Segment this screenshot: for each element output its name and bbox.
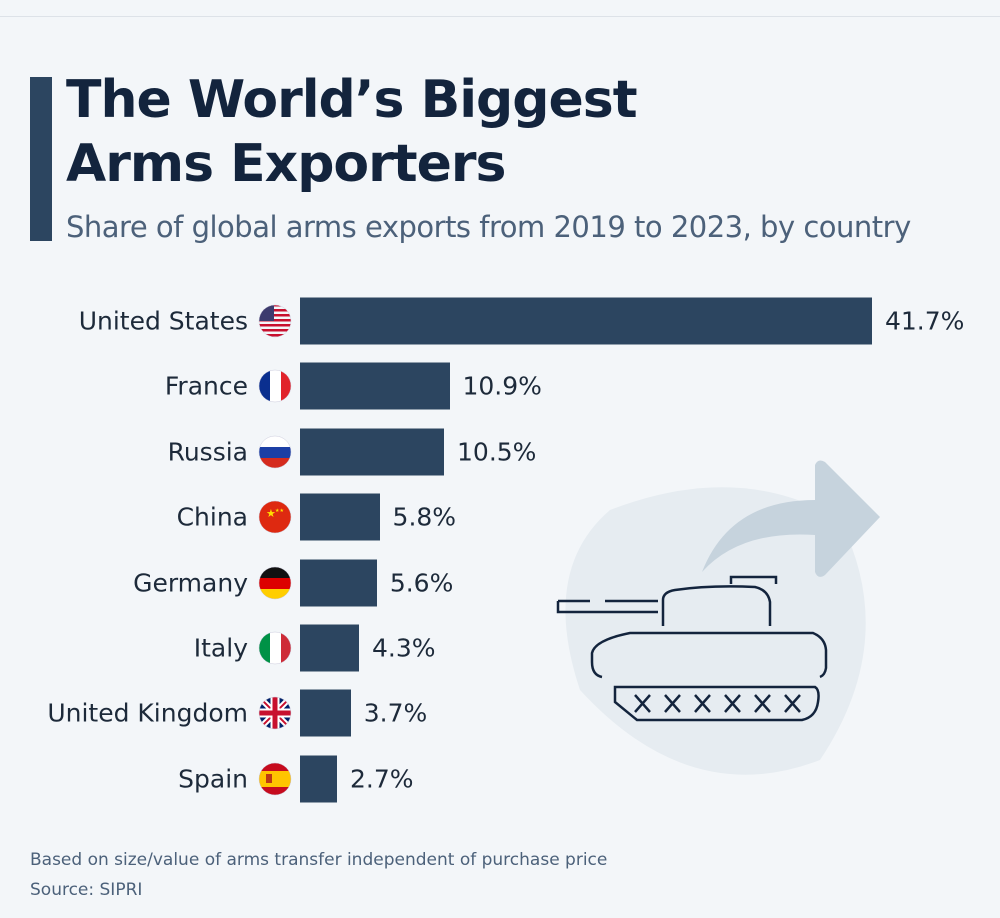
title-accent-bar [30, 77, 52, 241]
tank-illustration-icon [556, 460, 880, 775]
svg-text:★: ★ [266, 507, 276, 520]
value-label-united-states: 41.7% [885, 306, 965, 336]
uk-flag-icon [258, 697, 292, 730]
us-flag-icon [258, 304, 292, 338]
bar-china [300, 493, 380, 541]
chart-subtitle: Share of global arms exports from 2019 t… [66, 210, 911, 244]
value-label-france: 10.9% [462, 371, 542, 401]
chart-title: The World’s Biggest Arms Exporters [66, 70, 638, 194]
value-label-italy: 4.3% [371, 633, 436, 663]
value-label-germany: 5.6% [389, 568, 454, 598]
category-label-germany: Germany [133, 568, 248, 598]
source: Source: SIPRI [30, 880, 143, 900]
top-divider [0, 16, 1000, 17]
bar-united-states [300, 297, 872, 345]
bar-france [300, 362, 450, 410]
spain-flag-icon [258, 762, 292, 796]
svg-text:★★: ★★ [275, 508, 284, 514]
category-label-united-kingdom: United Kingdom [47, 698, 248, 728]
china-flag-icon: ★ ★★ [258, 500, 292, 534]
bar-germany [300, 559, 377, 607]
value-label-spain: 2.7% [350, 764, 414, 794]
france-flag-icon [258, 370, 292, 403]
category-label-united-states: United States [78, 306, 248, 336]
value-label-united-kingdom: 3.7% [363, 698, 428, 728]
italy-flag-icon [258, 631, 292, 665]
category-label-spain: Spain [178, 764, 248, 794]
category-label-france: France [164, 371, 248, 401]
category-label-russia: Russia [167, 437, 248, 467]
export-arrow-icon [702, 460, 880, 577]
russia-flag-icon [258, 435, 292, 469]
bar-italy [300, 624, 359, 672]
germany-flag-icon [258, 566, 292, 599]
value-label-russia: 10.5% [457, 437, 537, 467]
bar-spain [300, 755, 338, 803]
value-label-china: 5.8% [392, 502, 457, 532]
category-label-china: China [176, 502, 248, 532]
bar-united-kingdom [300, 689, 351, 737]
footnote: Based on size/value of arms transfer ind… [30, 850, 608, 870]
category-label-italy: Italy [193, 633, 248, 663]
bar-russia [300, 428, 445, 476]
